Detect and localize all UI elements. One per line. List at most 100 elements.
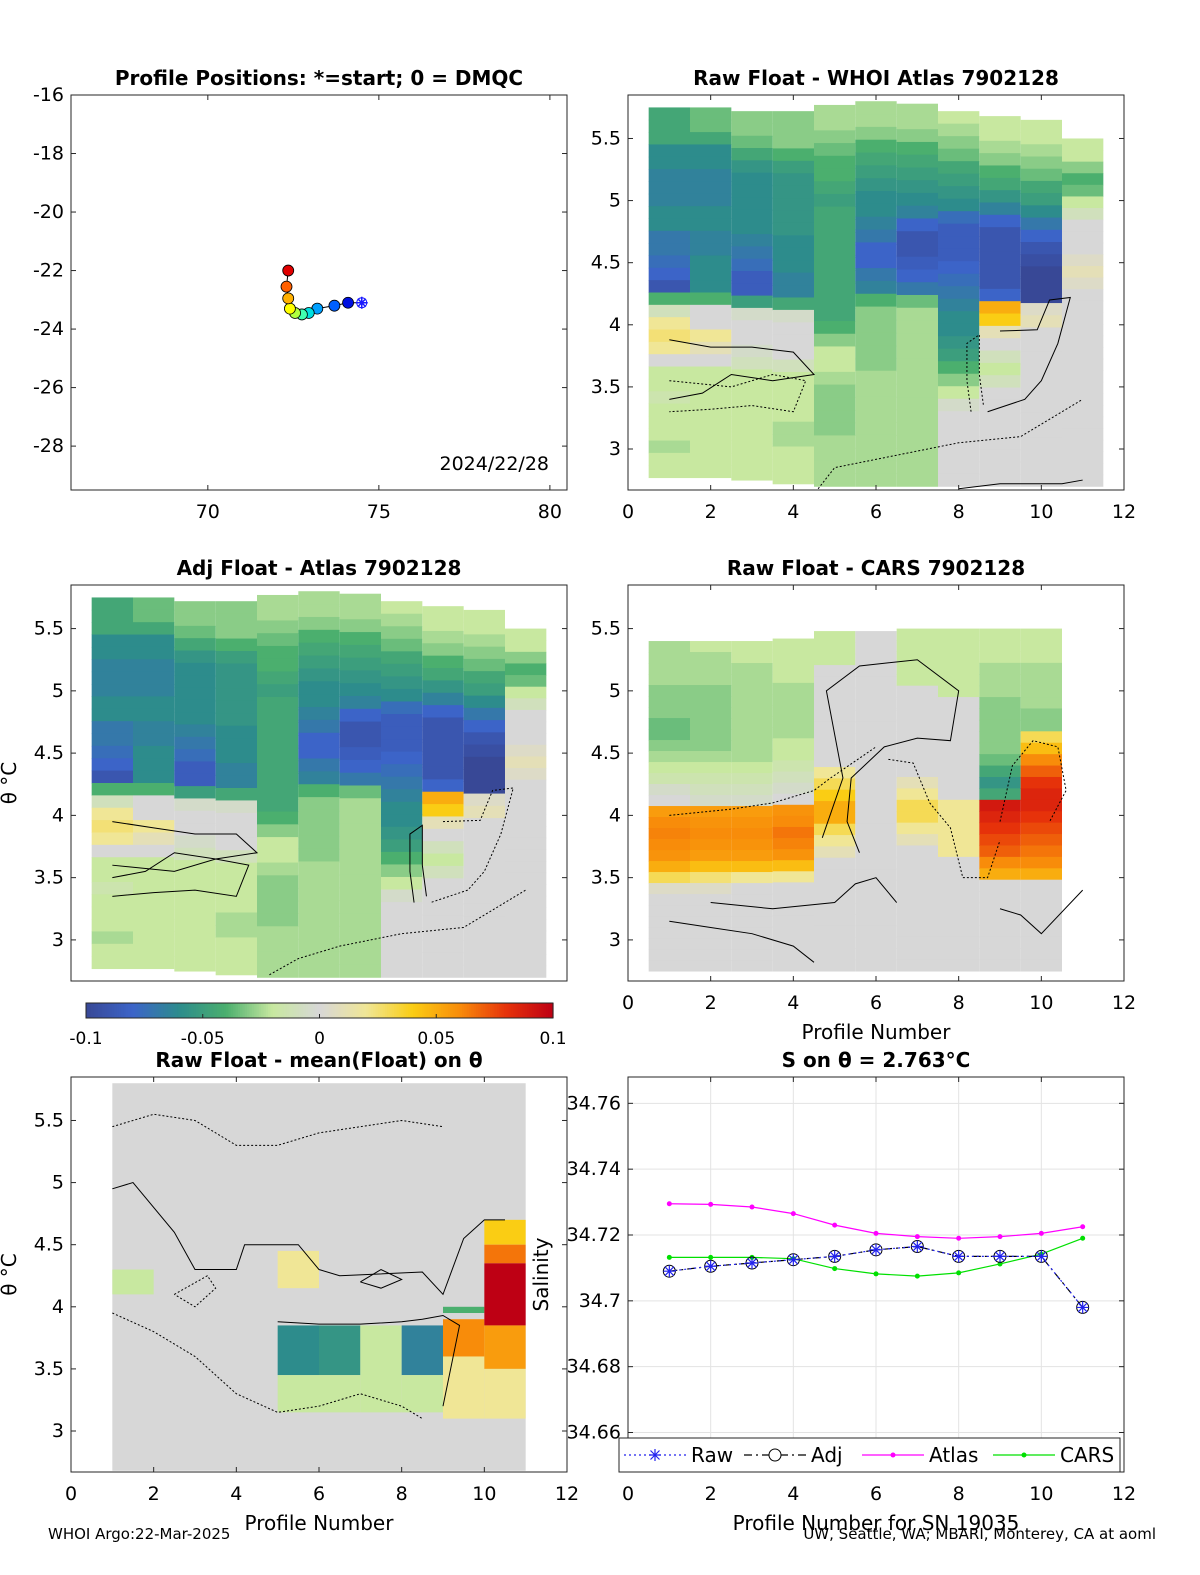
mean-cell (277, 1250, 319, 1289)
adj-cell (174, 712, 216, 725)
adj-cell (381, 701, 423, 715)
colorbar-segment (387, 1003, 391, 1018)
adj-cell (339, 926, 381, 940)
whoi-cell (855, 126, 897, 141)
adj-cell (505, 640, 547, 653)
colorbar-segment (279, 1003, 283, 1018)
cars-cell (814, 744, 856, 757)
whoi-cell (731, 234, 773, 247)
positions-ytick-label: -28 (33, 435, 64, 457)
adj-cell (257, 735, 299, 749)
cars-cell (648, 883, 690, 895)
whoi-xtick-label: 2 (705, 501, 717, 523)
whoi-cell (1062, 335, 1104, 348)
cars-cell (690, 861, 732, 873)
cars-cell (896, 845, 938, 858)
colorbar-segment (527, 1003, 531, 1018)
adj-cell (381, 626, 423, 640)
adj-cell (133, 894, 175, 908)
cars-ytick-label: 5 (609, 680, 621, 702)
cars-cell (896, 788, 938, 801)
adj-cell (463, 879, 505, 893)
cars-cell (648, 806, 690, 818)
whoi-cell (690, 440, 732, 454)
mean-xtick-label: 6 (313, 1483, 325, 1505)
colorbar-segment (153, 1003, 157, 1018)
colorbar-segment (494, 1003, 498, 1018)
cars-cell (731, 663, 773, 675)
cars-cell (1020, 651, 1062, 664)
colorbar-segment (487, 1003, 491, 1018)
whoi-cell (1020, 229, 1062, 243)
adj-cell (381, 764, 423, 778)
cars-cell (979, 788, 1021, 801)
positions-xtick-label: 70 (196, 501, 220, 523)
whoi-cell (896, 167, 938, 181)
colorbar-segment (170, 1003, 173, 1018)
adj-cell (215, 812, 257, 826)
adj-cell (505, 663, 547, 676)
adj-cell (505, 954, 547, 967)
adj-cell (215, 862, 257, 876)
cars-cell (938, 925, 980, 938)
positions-xtick-label: 80 (538, 501, 562, 523)
whoi-cell (648, 280, 690, 293)
cars-cell (772, 937, 814, 950)
adj-cell (91, 708, 133, 722)
whoi-cell (648, 391, 690, 405)
colorbar-segment (177, 1003, 180, 1018)
colorbar-segment (363, 1003, 367, 1018)
cars-cell (1020, 834, 1062, 846)
cars-cell (731, 817, 773, 829)
adj-cell (339, 759, 381, 774)
adj-cell (463, 646, 505, 660)
adj-cell (422, 940, 464, 954)
colorbar-segment (394, 1003, 398, 1018)
adj-cell (257, 875, 299, 889)
adj-cell (257, 888, 299, 902)
mean-xtick-label: 10 (472, 1483, 496, 1505)
colorbar-segment (382, 1003, 386, 1018)
whoi-cell (814, 397, 856, 411)
cars-cell (979, 856, 1021, 869)
mean-contour-line (277, 1314, 461, 1407)
colorbar-segment (256, 1003, 260, 1018)
cars-cell (772, 671, 814, 684)
cars-cell (772, 693, 814, 706)
salinity-point-raw (704, 1260, 717, 1273)
adj-cell (298, 809, 340, 824)
adj-cell (298, 732, 340, 747)
adj-cell (463, 781, 505, 795)
cars-cell (896, 834, 938, 846)
cars-cell (731, 707, 773, 719)
whoi-cell (1062, 300, 1104, 313)
cars-cell (896, 719, 938, 732)
whoi-cell (772, 148, 814, 162)
whoi-cell (648, 218, 690, 232)
adj-cell (298, 629, 340, 644)
whoi-cell (938, 211, 980, 225)
positions-ytick-label: -22 (33, 260, 64, 282)
whoi-cell (814, 270, 856, 284)
salinity-xlabel: Profile Number for SN 19035 (733, 1511, 1020, 1535)
colorbar-segment (242, 1003, 246, 1018)
cars-cell (896, 742, 938, 755)
whoi-cell (896, 129, 938, 143)
colorbar-segment (478, 1003, 482, 1018)
cars-cell (855, 857, 897, 870)
whoi-cell (1062, 184, 1104, 197)
whoi-cell (772, 359, 814, 373)
whoi-cell (772, 173, 814, 187)
adj-cell (174, 638, 216, 652)
whoi-cell (690, 193, 732, 207)
whoi-cell (648, 317, 690, 331)
adj-cell (174, 897, 216, 910)
colorbar-segment (438, 1003, 442, 1018)
cars-cell (896, 628, 938, 641)
colorbar-segment (303, 1003, 307, 1018)
cars-cell (814, 869, 856, 881)
cars-cell (772, 882, 814, 894)
colorbar-segment (205, 1003, 209, 1018)
colorbar-segment (433, 1003, 437, 1018)
